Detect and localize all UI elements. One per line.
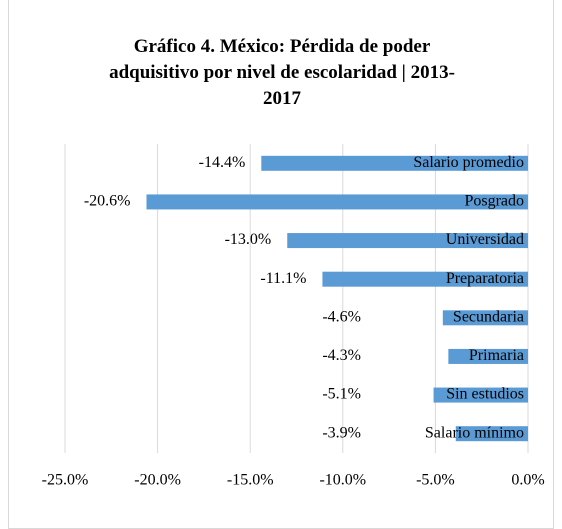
category-label: Salario mínimo bbox=[425, 424, 524, 441]
category-label: Primaria bbox=[469, 347, 524, 364]
x-tick-label: -25.0% bbox=[42, 472, 89, 489]
x-tick-label: -15.0% bbox=[227, 472, 274, 489]
value-label: -11.1% bbox=[260, 270, 306, 287]
category-label: Salario promedio bbox=[413, 154, 524, 171]
bar bbox=[261, 155, 528, 171]
bar bbox=[287, 233, 528, 249]
value-label: -20.6% bbox=[84, 193, 131, 210]
category-label: Secundaria bbox=[453, 308, 524, 325]
value-label: -13.0% bbox=[225, 231, 272, 248]
category-label: Posgrado bbox=[464, 193, 524, 210]
bar bbox=[442, 310, 528, 326]
category-label: Sin estudios bbox=[446, 386, 524, 403]
x-tick-label: -20.0% bbox=[134, 472, 181, 489]
bar bbox=[146, 194, 528, 210]
x-tick-label: 0.0% bbox=[511, 472, 544, 489]
value-label: -5.1% bbox=[322, 386, 361, 403]
value-label: -4.3% bbox=[322, 347, 361, 364]
x-tick-label: -10.0% bbox=[319, 472, 366, 489]
bar bbox=[448, 348, 528, 364]
bar bbox=[455, 426, 528, 442]
x-tick-label: -5.0% bbox=[416, 472, 455, 489]
bar bbox=[433, 387, 528, 403]
bar bbox=[322, 271, 528, 287]
category-label: Preparatoria bbox=[446, 270, 524, 287]
value-label: -4.6% bbox=[322, 308, 361, 325]
value-label: -14.4% bbox=[199, 154, 246, 171]
value-label: -3.9% bbox=[322, 424, 361, 441]
category-label: Universidad bbox=[446, 231, 524, 248]
chart-title: Gráfico 4. México: Pérdida de poder adqu… bbox=[109, 36, 455, 109]
